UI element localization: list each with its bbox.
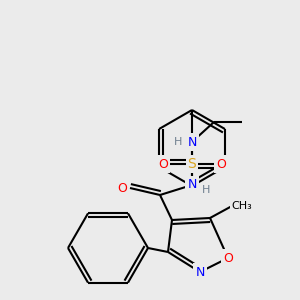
Text: O: O xyxy=(223,251,233,265)
Text: O: O xyxy=(117,182,127,194)
Text: N: N xyxy=(187,178,197,191)
Text: O: O xyxy=(216,158,226,170)
Text: N: N xyxy=(187,136,197,148)
Text: CH₃: CH₃ xyxy=(232,201,252,211)
Text: H: H xyxy=(174,137,182,147)
Text: S: S xyxy=(188,157,196,171)
Text: O: O xyxy=(158,158,168,170)
Text: H: H xyxy=(202,185,210,195)
Text: N: N xyxy=(195,266,205,278)
